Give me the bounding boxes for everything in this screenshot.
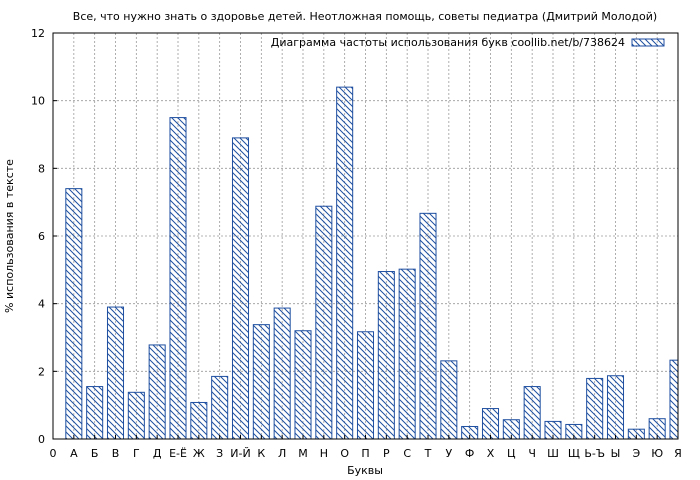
x-tick-label: Ю (651, 447, 663, 460)
bar-24 (544, 420, 562, 439)
bar-15 (356, 331, 375, 439)
bar-1 (65, 188, 83, 439)
bar-12 (294, 330, 312, 439)
bar-5 (148, 344, 166, 439)
bar-4 (127, 391, 145, 439)
y-tick-label: 6 (38, 230, 45, 243)
bar-8 (211, 375, 229, 439)
x-tick-label: Х (487, 447, 495, 460)
bar-11 (273, 307, 291, 439)
x-tick-label: Ч (528, 447, 536, 460)
bar-6 (169, 117, 187, 439)
bar-16 (377, 271, 395, 439)
x-tick-label: У (445, 447, 452, 460)
x-tick-label: Е-Ё (169, 447, 187, 460)
bar-17 (398, 268, 416, 439)
bar-3 (106, 306, 125, 439)
legend-swatch (631, 38, 665, 47)
x-tick-label: Ц (507, 447, 516, 460)
bar-13 (315, 205, 333, 439)
x-tick-label: Ж (193, 447, 205, 460)
y-tick-label: 0 (38, 433, 45, 446)
x-tick-label: Г (133, 447, 140, 460)
chart-title: Все, что нужно знать о здоровье детей. Н… (73, 10, 657, 23)
x-tick-label: Т (424, 447, 432, 460)
y-tick-label: 2 (38, 365, 45, 378)
y-tick-label: 10 (31, 95, 45, 108)
x-tick-label: Ь-Ъ (584, 447, 605, 460)
y-tick-label: 4 (38, 298, 45, 311)
bar-2 (86, 386, 104, 439)
x-tick-label: Д (153, 447, 162, 460)
x-axis-label: Буквы (347, 464, 383, 477)
bar-14 (336, 86, 354, 439)
x-tick-label: Л (278, 447, 286, 460)
x-tick-label: С (403, 447, 411, 460)
x-tick-label: Ш (547, 447, 559, 460)
x-tick-label-origin: 0 (50, 447, 57, 460)
bar-29 (648, 418, 666, 439)
bar-30 (669, 359, 678, 439)
x-tick-label: Н (320, 447, 328, 460)
x-tick-label: Ы (611, 447, 621, 460)
x-tick-label: М (298, 447, 308, 460)
bars (65, 86, 678, 439)
x-tick-label: З (216, 447, 223, 460)
bar-27 (606, 375, 625, 439)
x-tick-label: Б (91, 447, 99, 460)
bar-9 (231, 137, 250, 439)
bar-19 (440, 360, 458, 439)
y-tick-label: 12 (31, 27, 45, 40)
x-tick-label: Я (674, 447, 682, 460)
legend: Диаграмма частоты использования букв coo… (271, 36, 665, 49)
bar-7 (190, 401, 208, 439)
grid (53, 33, 678, 439)
bar-21 (481, 408, 500, 439)
x-tick-label: Э (632, 447, 640, 460)
bar-26 (586, 377, 604, 439)
legend-label: Диаграмма частоты использования букв coo… (271, 36, 625, 49)
x-tick-label: В (112, 447, 120, 460)
x-tick-label: К (257, 447, 265, 460)
x-tick-label: П (361, 447, 369, 460)
y-axis-label: % использования в тексте (3, 159, 16, 313)
bar-18 (419, 212, 437, 439)
x-tick-label: И-Й (230, 447, 250, 460)
y-tick-label: 8 (38, 162, 45, 175)
x-tick-label: Ф (465, 447, 474, 460)
bar-23 (523, 386, 541, 439)
x-tick-label: Р (383, 447, 390, 460)
bar-10 (252, 324, 270, 439)
x-tick-label: О (340, 447, 349, 460)
x-tick-label: А (70, 447, 78, 460)
x-tick-label: Щ (568, 447, 580, 460)
